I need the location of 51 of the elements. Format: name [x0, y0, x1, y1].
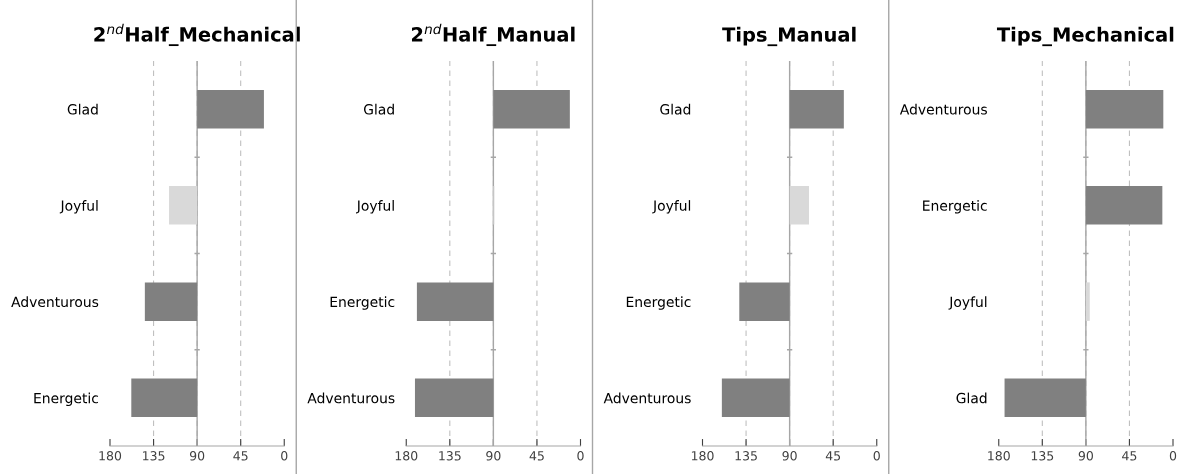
y-tick-label: Energetic — [330, 296, 395, 310]
y-tick-label: Glad — [363, 103, 394, 115]
chart-title: Tips_Mechanical — [996, 26, 1174, 47]
chart-title: 2$^{nd}$Half_Mechanical — [94, 23, 300, 47]
x-tick-label: 135 — [735, 451, 757, 461]
bar — [197, 89, 264, 129]
bar — [414, 378, 494, 418]
x-tick-label: 90 — [1078, 451, 1093, 461]
bar — [789, 186, 809, 225]
x-tick-label: 45 — [825, 451, 841, 461]
x-tick-label: 45 — [1122, 451, 1137, 461]
x-tick-label: 45 — [529, 451, 544, 461]
bar — [169, 186, 198, 225]
x-tick-label: 180 — [691, 451, 714, 461]
chart-title: Tips_Manual — [722, 26, 856, 47]
bar — [144, 282, 198, 321]
bar — [721, 378, 790, 418]
x-tick-label: 135 — [439, 451, 461, 461]
x-tick-label: 0 — [873, 451, 880, 461]
x-tick-label: 90 — [189, 451, 205, 461]
y-tick-label: Adventurous — [603, 392, 691, 404]
x-tick-label: 45 — [233, 451, 248, 461]
bar — [789, 89, 844, 129]
x-tick-label: 90 — [486, 451, 501, 461]
chart-title: 2$^{nd}$Half_Manual — [411, 23, 575, 47]
bar — [416, 282, 494, 321]
bar — [131, 378, 198, 418]
y-tick-label: Energetic — [923, 200, 987, 214]
y-tick-label: Energetic — [626, 296, 691, 310]
bar — [739, 282, 790, 321]
x-tick-label: 180 — [395, 451, 418, 461]
y-tick-label: Joyful — [652, 200, 691, 214]
x-tick-label: 180 — [99, 451, 122, 461]
y-tick-label: Joyful — [948, 296, 987, 310]
y-tick-label: Glad — [956, 392, 987, 404]
x-tick-label: 135 — [1031, 451, 1054, 461]
y-tick-label: Glad — [67, 103, 98, 115]
y-tick-label: Adventurous — [11, 296, 99, 308]
bar — [493, 89, 570, 129]
y-tick-label: Adventurous — [899, 103, 987, 115]
x-tick-label: 0 — [1169, 451, 1177, 461]
y-tick-label: Joyful — [356, 200, 394, 214]
x-tick-label: 180 — [988, 451, 1010, 461]
x-tick-label: 0 — [577, 451, 584, 461]
x-tick-label: 0 — [281, 451, 288, 461]
y-tick-label: Joyful — [59, 200, 98, 214]
x-tick-label: 135 — [143, 451, 165, 461]
y-tick-label: Adventurous — [307, 392, 395, 404]
y-tick-label: Glad — [660, 103, 691, 115]
y-tick-label: Energetic — [34, 392, 99, 407]
x-tick-label: 90 — [782, 451, 797, 461]
